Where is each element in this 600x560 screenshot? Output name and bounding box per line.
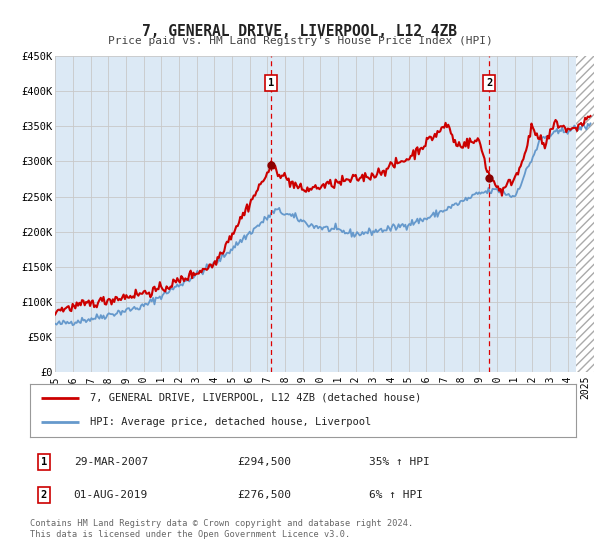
Text: 2: 2 [486,78,493,88]
Text: 7, GENERAL DRIVE, LIVERPOOL, L12 4ZB (detached house): 7, GENERAL DRIVE, LIVERPOOL, L12 4ZB (de… [90,393,421,403]
Text: £276,500: £276,500 [238,490,292,500]
Text: This data is licensed under the Open Government Licence v3.0.: This data is licensed under the Open Gov… [30,530,350,539]
Text: Price paid vs. HM Land Registry's House Price Index (HPI): Price paid vs. HM Land Registry's House … [107,36,493,46]
Text: 1: 1 [268,78,274,88]
Text: 01-AUG-2019: 01-AUG-2019 [74,490,148,500]
Text: Contains HM Land Registry data © Crown copyright and database right 2024.: Contains HM Land Registry data © Crown c… [30,519,413,528]
Text: 1: 1 [41,457,47,467]
Text: 2: 2 [41,490,47,500]
Text: 7, GENERAL DRIVE, LIVERPOOL, L12 4ZB: 7, GENERAL DRIVE, LIVERPOOL, L12 4ZB [143,24,458,39]
Text: 35% ↑ HPI: 35% ↑ HPI [368,457,429,467]
Text: 6% ↑ HPI: 6% ↑ HPI [368,490,422,500]
Bar [577,56,594,372]
Text: 29-MAR-2007: 29-MAR-2007 [74,457,148,467]
Text: £294,500: £294,500 [238,457,292,467]
Text: HPI: Average price, detached house, Liverpool: HPI: Average price, detached house, Live… [90,417,371,427]
